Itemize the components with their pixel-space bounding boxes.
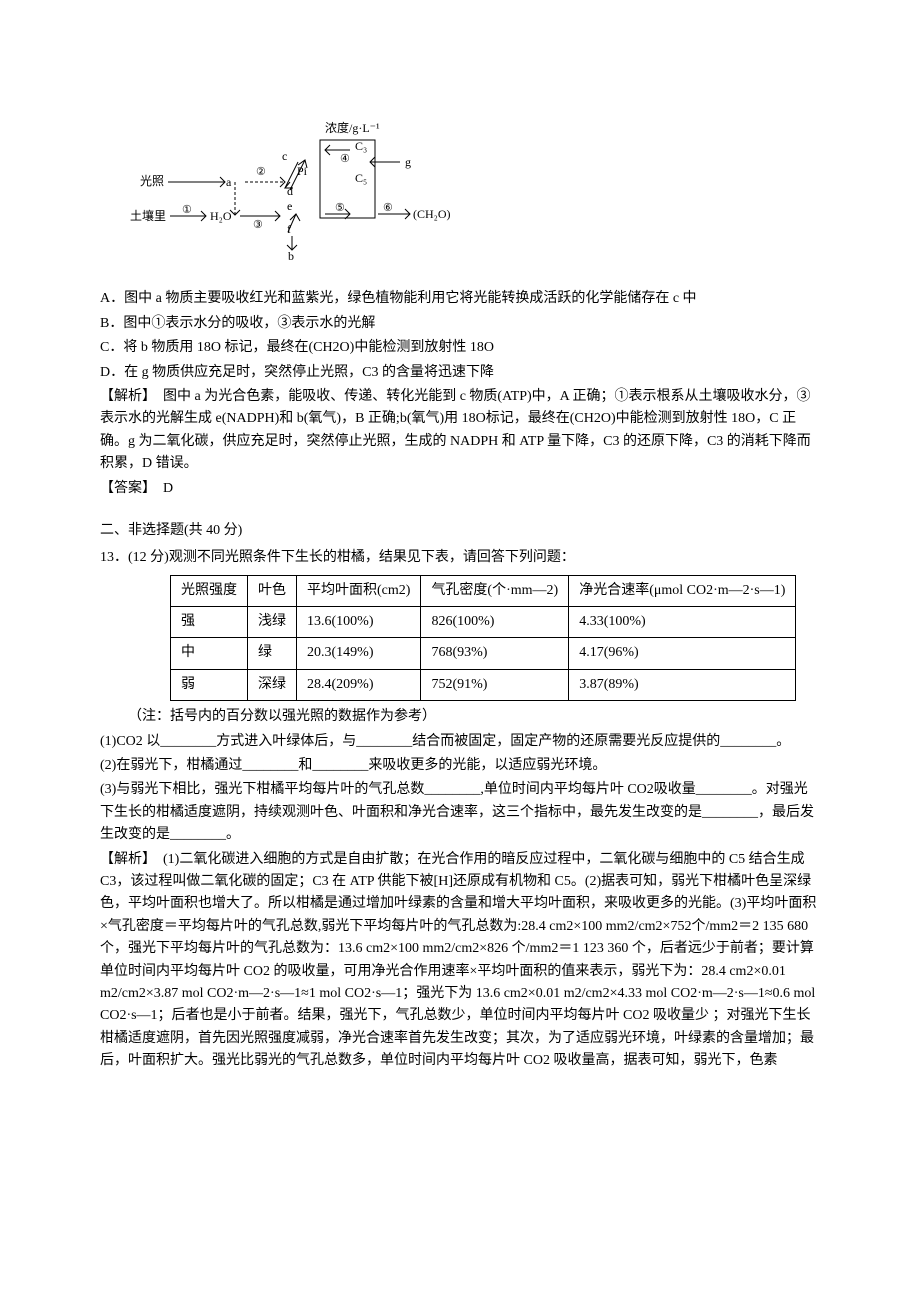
- table-header-row: 光照强度 叶色 平均叶面积(cm2) 气孔密度(个·mm—2) 净光合速率(μm…: [171, 575, 796, 606]
- option-d: D．在 g 物质供应充足时，突然停止光照，C3 的含量将迅速下降: [100, 362, 820, 384]
- circle-2: ②: [256, 166, 266, 178]
- d-label: d: [287, 184, 293, 198]
- cell: 752(91%): [421, 669, 569, 700]
- cell: 中: [171, 638, 248, 669]
- analysis-text-1: 图中 a 为光合色素，能吸收、传递、转化光能到 c 物质(ATP)中，A 正确；…: [100, 389, 811, 471]
- cell: 4.17(96%): [569, 638, 796, 669]
- q13-2: (2)在弱光下，柑橘通过________和________来吸收更多的光能，以适…: [100, 755, 820, 777]
- cell: 绿: [248, 638, 297, 669]
- analysis-label-1: 【解析】: [100, 389, 149, 404]
- th-1: 光照强度: [171, 575, 248, 606]
- analysis-text-2: (1)二氧化碳进入细胞的方式是自由扩散；在光合作用的暗反应过程中，二氧化碳与细胞…: [100, 852, 816, 1069]
- circle-6: ⑥: [383, 202, 393, 214]
- cell: 4.33(100%): [569, 607, 796, 638]
- analysis-1: 【解析】 图中 a 为光合色素，能吸收、传递、转化光能到 c 物质(ATP)中，…: [100, 386, 820, 476]
- cell: 28.4(209%): [297, 669, 421, 700]
- pi-label: Pi: [297, 164, 308, 178]
- concentration-label: 浓度/g·L⁻¹: [325, 120, 380, 135]
- option-a: A．图中 a 物质主要吸收红光和蓝紫光，绿色植物能利用它将光能转换成活跃的化学能…: [100, 288, 820, 310]
- table-row: 中 绿 20.3(149%) 768(93%) 4.17(96%): [171, 638, 796, 669]
- analysis-label-2: 【解析】: [100, 852, 149, 867]
- cell: 13.6(100%): [297, 607, 421, 638]
- h2o-text: H₂O: [210, 209, 232, 223]
- answer-label-1: 【答案】: [100, 481, 149, 496]
- ch2o-text: (CH₂O): [413, 207, 451, 221]
- c-label: c: [282, 149, 287, 163]
- f-label: f: [287, 222, 291, 236]
- circle-3: ③: [253, 219, 263, 231]
- analysis-2: 【解析】 (1)二氧化碳进入细胞的方式是自由扩散；在光合作用的暗反应过程中，二氧…: [100, 849, 820, 1073]
- option-c: C．将 b 物质用 18O 标记，最终在(CH2O)中能检测到放射性 18O: [100, 337, 820, 359]
- diagram-svg: 浓度/g·L⁻¹ C₃ ④ g C₅ 光照 a c Pi ② d 土壤里 ① H…: [130, 120, 470, 260]
- circle-1: ①: [182, 204, 192, 216]
- table-note: （注：括号内的百分数以强光照的数据作为参考）: [100, 706, 820, 728]
- table-row: 弱 深绿 28.4(209%) 752(91%) 3.87(89%): [171, 669, 796, 700]
- q13-stem: 13．(12 分)观测不同光照条件下生长的柑橘，结果见下表，请回答下列问题：: [100, 547, 820, 569]
- circle-5: ⑤: [335, 202, 345, 214]
- cell: 768(93%): [421, 638, 569, 669]
- table-row: 强 浅绿 13.6(100%) 826(100%) 4.33(100%): [171, 607, 796, 638]
- circle-4: ④: [340, 153, 350, 165]
- q13-1: (1)CO2 以________方式进入叶绿体后，与________结合而被固定…: [100, 731, 820, 753]
- a-label: a: [226, 175, 232, 189]
- answer-1: 【答案】 D: [100, 478, 820, 500]
- q13-3: (3)与弱光下相比，强光下柑橘平均每片叶的气孔总数________,单位时间内平…: [100, 779, 820, 846]
- cell: 弱: [171, 669, 248, 700]
- c5-label: C₅: [355, 171, 367, 185]
- answer-text-1: D: [149, 481, 173, 496]
- th-2: 叶色: [248, 575, 297, 606]
- light-text: 光照: [140, 174, 164, 188]
- th-5: 净光合速率(μmol CO2·m—2·s—1): [569, 575, 796, 606]
- soil-text: 土壤里: [130, 208, 166, 223]
- c3-label: C₃: [355, 139, 367, 153]
- b-label: b: [288, 249, 294, 260]
- section-2-title: 二、非选择题(共 40 分): [100, 520, 820, 542]
- cell: 深绿: [248, 669, 297, 700]
- e-label: e: [287, 199, 292, 213]
- th-3: 平均叶面积(cm2): [297, 575, 421, 606]
- photosynthesis-diagram: 浓度/g·L⁻¹ C₃ ④ g C₅ 光照 a c Pi ② d 土壤里 ① H…: [130, 120, 820, 268]
- data-table: 光照强度 叶色 平均叶面积(cm2) 气孔密度(个·mm—2) 净光合速率(μm…: [170, 575, 796, 702]
- g-label: g: [405, 155, 411, 169]
- option-b: B．图中①表示水分的吸收，③表示水的光解: [100, 313, 820, 335]
- cell: 826(100%): [421, 607, 569, 638]
- cell: 强: [171, 607, 248, 638]
- th-4: 气孔密度(个·mm—2): [421, 575, 569, 606]
- cell: 3.87(89%): [569, 669, 796, 700]
- cell: 浅绿: [248, 607, 297, 638]
- cell: 20.3(149%): [297, 638, 421, 669]
